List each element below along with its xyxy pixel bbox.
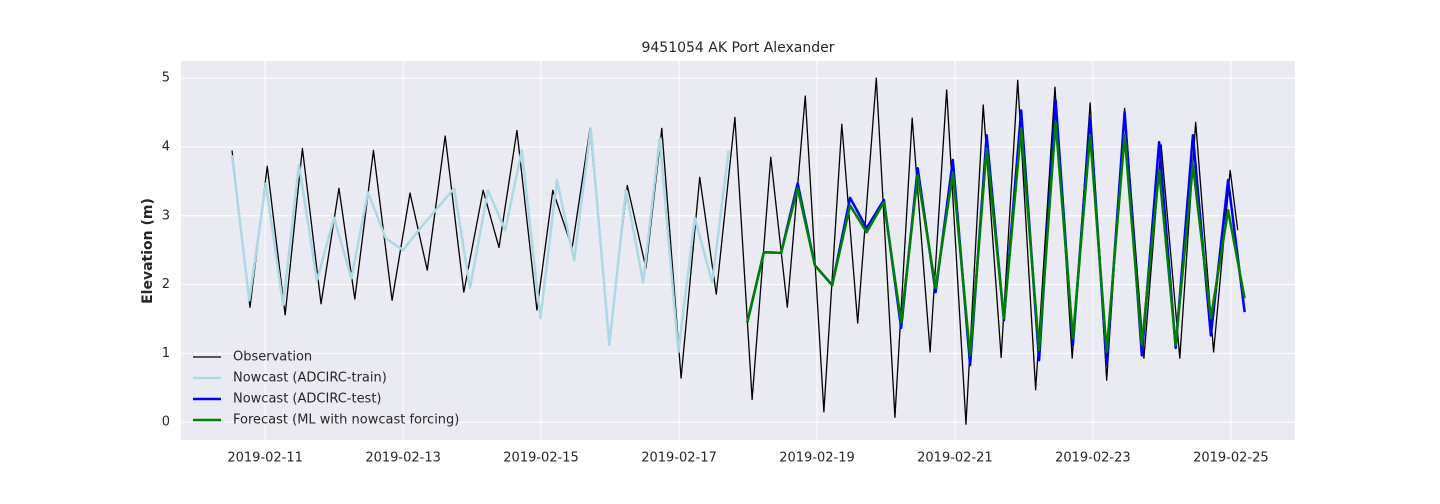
y-axis-label: Elevation (m) (140, 198, 156, 304)
x-tick-label: 2019-02-13 (365, 451, 441, 466)
y-tick-label: 4 (162, 139, 170, 154)
x-tick-label: 2019-02-19 (779, 451, 855, 466)
lines (230, 77, 1246, 425)
legend-label: Nowcast (ADCIRC-test) (233, 392, 382, 407)
y-tick-label: 2 (162, 277, 170, 292)
plot-area (181, 61, 1295, 440)
legend-label: Nowcast (ADCIRC-train) (233, 371, 387, 386)
legend-label: Observation (233, 350, 312, 365)
legend-label: Forecast (ML with nowcast forcing) (233, 413, 459, 428)
grid (181, 61, 1295, 440)
legend: Observation Nowcast (ADCIRC-train) Nowcast… (193, 350, 459, 428)
y-tick-label: 5 (162, 71, 170, 86)
series-line (230, 127, 730, 354)
x-tick-label: 2019-02-17 (641, 451, 717, 466)
x-tick-label: 2019-02-23 (1055, 451, 1131, 466)
series-line (746, 120, 1246, 357)
y-tick-label: 3 (162, 208, 170, 223)
x-tick-label: 2019-02-21 (917, 451, 993, 466)
y-tick-label: 1 (162, 346, 170, 361)
chart-title: 9451054 AK Port Alexander (641, 40, 834, 56)
x-tick-label: 2019-02-15 (503, 451, 579, 466)
y-tick-label: 0 (162, 415, 170, 430)
x-tick-label: 2019-02-25 (1193, 451, 1269, 466)
x-tick-label: 2019-02-11 (227, 451, 303, 466)
